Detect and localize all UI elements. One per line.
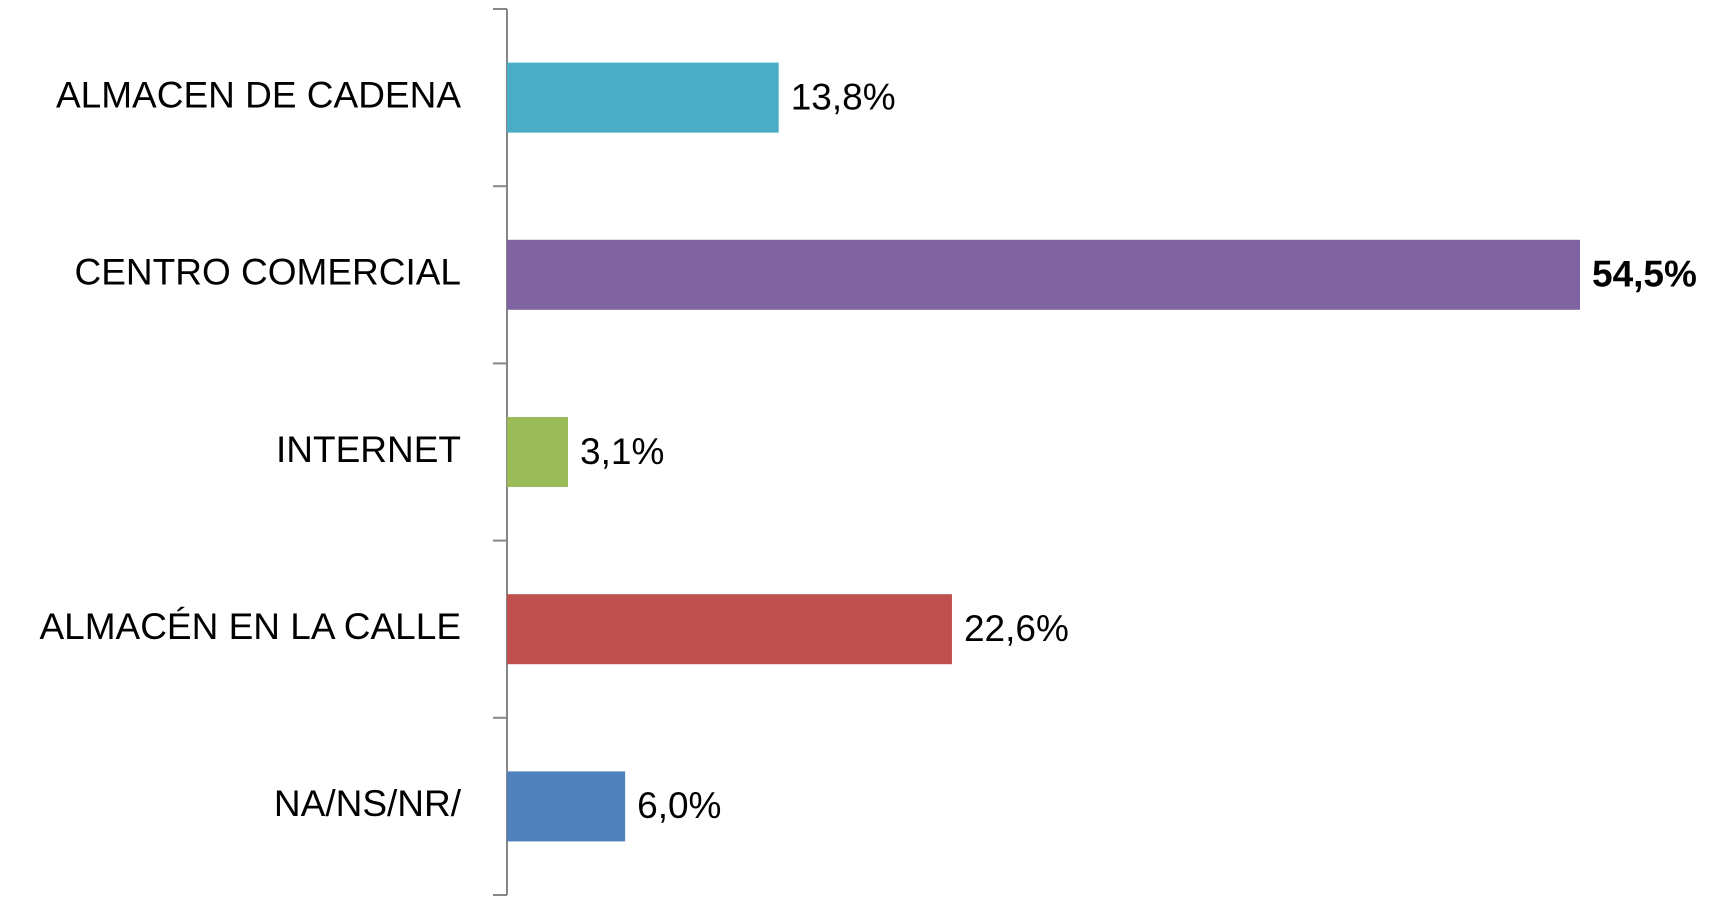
data-label: 13,8% <box>791 76 896 117</box>
bar <box>507 417 569 487</box>
data-label: 22,6% <box>964 608 1069 649</box>
bar <box>507 239 1580 310</box>
data-label: 54,5% <box>1592 254 1697 295</box>
data-label: 3,1% <box>580 431 664 472</box>
category-label: ALMACÉN EN LA CALLE <box>39 606 461 647</box>
bar <box>507 62 779 133</box>
category-label: INTERNET <box>276 429 461 470</box>
data-label: 6,0% <box>637 785 721 826</box>
bar <box>507 771 626 842</box>
bar <box>507 594 952 665</box>
category-label: CENTRO COMERCIAL <box>75 252 461 293</box>
category-label: NA/NS/NR/ <box>274 783 462 824</box>
category-label: ALMACEN DE CADENA <box>56 74 461 115</box>
